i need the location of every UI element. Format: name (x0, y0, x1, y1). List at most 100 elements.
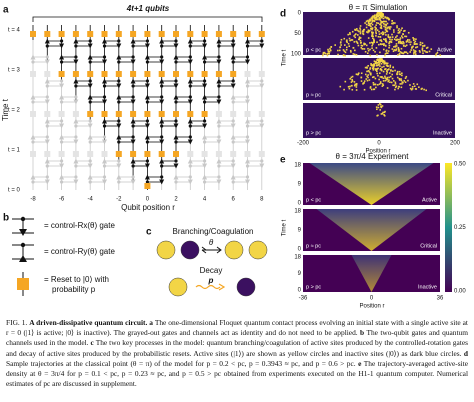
gate-control (45, 175, 49, 179)
active-site (380, 68, 383, 71)
gate-target (73, 118, 79, 124)
reset (173, 71, 179, 77)
gate-control (145, 119, 149, 123)
active-site (385, 24, 387, 27)
gate-label: = control-Ry(θ) gate (44, 247, 115, 256)
condition-label: p ≈ pc (306, 92, 321, 98)
reset (144, 183, 151, 189)
active-site (414, 40, 417, 43)
gate-target (59, 123, 65, 129)
active-site (391, 77, 394, 80)
gate-target (202, 94, 208, 100)
gate-control (160, 44, 164, 48)
gate-control (117, 79, 121, 83)
gate-control (174, 119, 178, 123)
active-site (371, 33, 374, 35)
reset (173, 111, 179, 117)
active-site (384, 39, 386, 41)
active-site (423, 88, 425, 91)
active-site (387, 50, 390, 52)
active-site (388, 76, 390, 79)
reset (115, 111, 122, 117)
time-label: t = 2 (8, 108, 21, 114)
gate-control (231, 180, 235, 184)
active-site (386, 17, 388, 20)
site (168, 277, 188, 297)
gate-control (160, 95, 164, 99)
active-site (383, 65, 385, 68)
caption-label: b (360, 328, 365, 338)
active-site (365, 26, 368, 29)
active-site (422, 52, 424, 55)
active-site (351, 39, 354, 41)
active-site (338, 49, 341, 52)
active-site (396, 35, 398, 37)
active-site (388, 72, 391, 74)
active-site (343, 37, 346, 40)
gate-target (159, 139, 165, 145)
gate-control (231, 100, 235, 104)
heatmap (303, 103, 455, 138)
active-site (379, 23, 381, 26)
active-site (395, 43, 398, 45)
active-site (371, 35, 373, 38)
gate-control (131, 124, 135, 128)
active-site (327, 50, 330, 52)
active-site (377, 58, 379, 61)
active-site (379, 76, 382, 78)
active-site (423, 50, 426, 52)
gate-target (44, 38, 50, 44)
active-site (401, 42, 404, 45)
gate-control (131, 164, 135, 168)
gate-target (159, 158, 165, 164)
active-site (358, 30, 360, 33)
panel-label: a (3, 5, 9, 16)
active-site (371, 16, 373, 18)
gate-control (188, 135, 192, 139)
gate-control (217, 164, 221, 168)
active-site (381, 16, 383, 19)
active-site (404, 77, 407, 79)
x-tick-label: 0 (377, 141, 381, 147)
active-site (415, 38, 417, 40)
reset (187, 151, 194, 157)
gate-control (217, 95, 221, 99)
active-site (385, 50, 388, 52)
gate-control (45, 164, 49, 168)
active-site (364, 66, 367, 69)
active-site (371, 47, 373, 49)
reset (258, 71, 265, 77)
gate-target (87, 134, 93, 140)
gate-target (59, 54, 65, 60)
active-site (393, 38, 396, 41)
active-site (398, 86, 400, 88)
gate-target (259, 163, 265, 169)
gate-control (217, 124, 221, 128)
active-site (388, 36, 391, 39)
reset (115, 151, 122, 157)
gate-target (187, 158, 193, 164)
gate-target (116, 163, 122, 169)
gate-target (102, 78, 107, 84)
active-site (339, 85, 342, 88)
active-site (375, 18, 377, 21)
gate-target (30, 54, 36, 60)
active-site (380, 13, 383, 16)
reset (201, 111, 208, 117)
y-tick-label: 0 (298, 288, 302, 294)
active-site (434, 54, 437, 57)
active-site (366, 31, 368, 33)
active-site (367, 47, 369, 50)
reset (130, 111, 137, 117)
active-site (349, 78, 352, 80)
active-site (323, 51, 326, 54)
active-site (389, 66, 392, 68)
reset (58, 31, 65, 37)
active-site (328, 50, 331, 53)
gate-control (203, 159, 207, 163)
state-label: Inactive (418, 284, 437, 290)
gate-control (160, 124, 164, 128)
gate-control (188, 175, 192, 179)
active-site (381, 43, 384, 45)
